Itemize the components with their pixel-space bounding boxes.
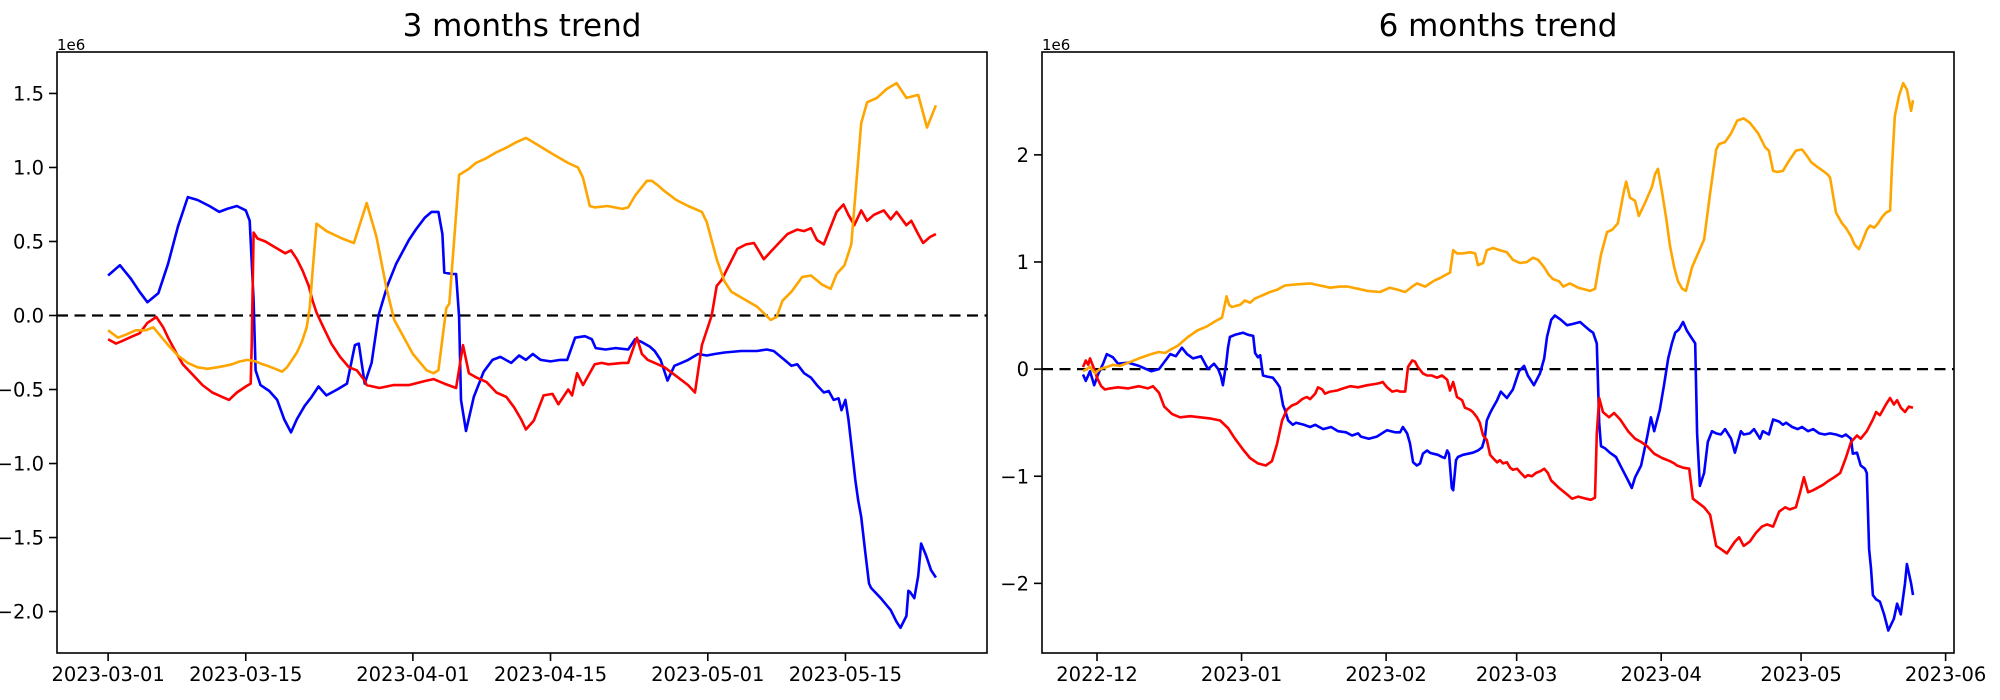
- 6-months-trend-chart: 2 1 0 −1 −2 2022-12 2023-01 2023-02 2023-03 2023-…: [1000, 51, 1986, 686]
- y-tick-label: −1: [1000, 465, 1029, 488]
- y-tick-label: 1.5: [13, 82, 44, 105]
- series-line-orange: [107, 81, 938, 375]
- right-axis-offset-label: 1e6: [1042, 36, 1071, 54]
- x-tick-label: 2023-02: [1345, 663, 1426, 686]
- x-tick-label: 2023-04: [1620, 663, 1701, 686]
- x-tick-label: 2022-12: [1056, 663, 1137, 686]
- x-tick-label: 2023-04-01: [356, 663, 469, 686]
- y-tick-label: 0: [1017, 358, 1029, 381]
- y-tick-label: −0.5: [0, 379, 44, 402]
- x-tick-label: 2023-01: [1201, 663, 1282, 686]
- series-line-blue: [107, 195, 937, 630]
- series-line-red: [1081, 357, 1914, 555]
- axes-frame: [1041, 51, 1955, 654]
- x-tick-label: 2023-04-15: [494, 663, 607, 686]
- series-line-orange: [1082, 81, 1915, 375]
- x-tick-label: 2023-03-15: [189, 663, 302, 686]
- x-tick-label: 2023-06: [1905, 663, 1986, 686]
- y-tick-label: 0.5: [13, 230, 44, 253]
- y-tick-label: −1.0: [0, 453, 44, 476]
- y-tick-label: −2.0: [0, 601, 44, 624]
- left-chart-title: 3 months trend: [402, 8, 642, 44]
- y-tick-label: −2: [1000, 572, 1029, 595]
- 3-months-trend-chart: 1.5 1.0 0.5 0.0 −0.5 −1.0 −1.5 −2.0 2023-03-01 20…: [0, 51, 988, 686]
- right-chart-title: 6 months trend: [1378, 8, 1618, 44]
- axes-frame: [56, 51, 988, 654]
- y-tick-label: 1: [1017, 251, 1029, 274]
- x-tick-label: 2023-05-01: [651, 663, 764, 686]
- series-line-red: [107, 203, 937, 431]
- x-tick-label: 2023-05: [1760, 663, 1841, 686]
- y-tick-label: 1.0: [13, 156, 44, 179]
- left-axis-offset-label: 1e6: [57, 36, 86, 54]
- series-line-blue: [1081, 314, 1915, 632]
- y-tick-label: −1.5: [0, 527, 44, 550]
- y-tick-label: 2: [1017, 144, 1029, 167]
- x-tick-label: 2023-03-01: [51, 663, 164, 686]
- x-tick-label: 2023-05-15: [789, 663, 902, 686]
- x-tick-label: 2023-03: [1476, 663, 1557, 686]
- y-tick-label: 0.0: [13, 305, 44, 328]
